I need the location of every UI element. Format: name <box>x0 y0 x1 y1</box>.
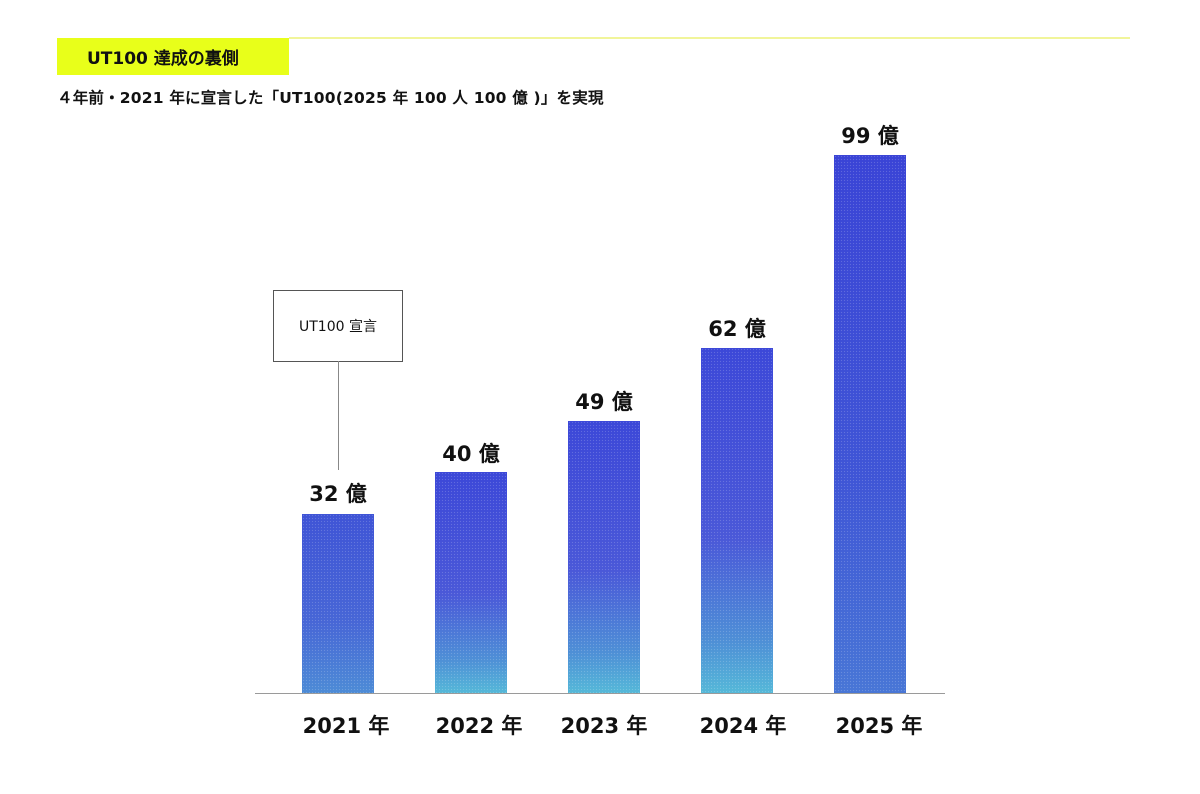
x-tick-label: 2021 年 <box>302 714 390 738</box>
annotation-box: UT100 宣言 <box>273 290 403 362</box>
bar-2022 <box>435 472 507 693</box>
section-tag: UT100 達成の裏側 <box>57 38 289 75</box>
x-tick-label: 2025 年 <box>835 714 923 738</box>
top-rule-divider <box>289 37 1130 39</box>
x-axis-baseline <box>255 693 945 694</box>
bar-2025 <box>834 155 906 693</box>
x-tick-label: 2022 年 <box>435 714 523 738</box>
bar-value-label: 49 億 <box>575 390 633 414</box>
x-tick-label: 2023 年 <box>560 714 648 738</box>
x-tick-label: 2024 年 <box>699 714 787 738</box>
chart-subtitle: ４年前・2021 年に宣言した「UT100(2025 年 100 人 100 億… <box>57 89 604 107</box>
annotation-label: UT100 宣言 <box>299 319 377 335</box>
bar-2023 <box>568 421 640 693</box>
bar-value-label: 62 億 <box>708 317 766 341</box>
bar-value-label: 32 億 <box>309 482 367 506</box>
section-tag-label: UT100 達成の裏側 <box>87 49 239 69</box>
bar-2021 <box>302 514 374 693</box>
annotation-leader-line <box>338 361 339 470</box>
bar-2024 <box>701 348 773 693</box>
bar-value-label: 40 億 <box>442 442 500 466</box>
bar-value-label: 99 億 <box>841 124 899 148</box>
